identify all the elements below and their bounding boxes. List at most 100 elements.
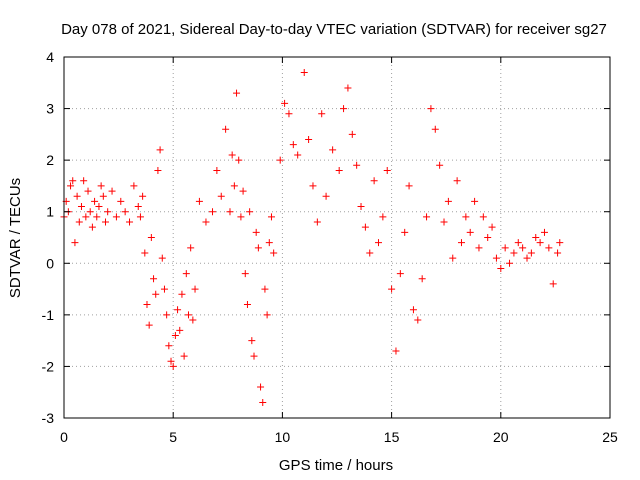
- y-tick-label: -2: [42, 358, 55, 374]
- data-point: [318, 110, 326, 118]
- data-point: [379, 213, 387, 221]
- data-point: [361, 223, 369, 231]
- data-point: [191, 285, 199, 293]
- data-point: [252, 228, 260, 236]
- grid-lines: [64, 57, 610, 418]
- data-point: [86, 208, 94, 216]
- data-point: [165, 342, 173, 350]
- data-point: [163, 311, 171, 319]
- data-point: [160, 285, 168, 293]
- data-point: [143, 301, 151, 309]
- data-point: [139, 192, 147, 200]
- data-point: [67, 182, 75, 190]
- data-point: [97, 182, 105, 190]
- data-point: [75, 218, 83, 226]
- data-point: [449, 254, 457, 262]
- data-point: [156, 146, 164, 154]
- data-point: [492, 254, 500, 262]
- y-tick-label: -3: [42, 410, 55, 426]
- data-point: [396, 270, 404, 278]
- data-point: [73, 192, 81, 200]
- x-tick-label: 25: [602, 429, 618, 445]
- data-point: [457, 239, 465, 247]
- data-point: [374, 239, 382, 247]
- plot-frame: [63, 56, 611, 419]
- data-points: [60, 68, 564, 407]
- data-point: [401, 228, 409, 236]
- x-tick-label: 10: [275, 429, 291, 445]
- data-point: [99, 192, 107, 200]
- data-point: [174, 306, 182, 314]
- data-point: [184, 311, 192, 319]
- data-point: [527, 249, 535, 257]
- data-point: [104, 208, 112, 216]
- data-point: [154, 166, 162, 174]
- data-point: [383, 166, 391, 174]
- data-point: [130, 182, 138, 190]
- data-point: [289, 141, 297, 149]
- data-point: [440, 218, 448, 226]
- data-point: [93, 213, 101, 221]
- y-tick-label: 4: [46, 49, 54, 65]
- data-point: [88, 223, 96, 231]
- data-point: [176, 326, 184, 334]
- data-point: [169, 362, 177, 370]
- data-point: [353, 161, 361, 169]
- data-point: [466, 228, 474, 236]
- x-tick-label: 15: [384, 429, 400, 445]
- data-point: [436, 161, 444, 169]
- data-point: [506, 259, 514, 267]
- data-point: [488, 223, 496, 231]
- data-point: [475, 244, 483, 252]
- data-point: [69, 177, 77, 185]
- data-point: [294, 151, 302, 159]
- data-point: [261, 285, 269, 293]
- y-tick-label: -1: [42, 307, 55, 323]
- data-point: [479, 213, 487, 221]
- data-point: [335, 166, 343, 174]
- data-point: [134, 203, 142, 211]
- data-point: [228, 151, 236, 159]
- data-point: [112, 213, 120, 221]
- data-point: [108, 187, 116, 195]
- data-point: [532, 234, 540, 241]
- data-point: [263, 311, 271, 319]
- data-point: [84, 187, 92, 195]
- data-point: [414, 316, 422, 324]
- data-point: [281, 99, 289, 107]
- data-point: [519, 244, 527, 252]
- x-tick-label: 0: [60, 429, 68, 445]
- data-point: [241, 270, 249, 278]
- data-point: [285, 110, 293, 118]
- data-point: [453, 177, 461, 185]
- data-point: [202, 218, 210, 226]
- data-point: [145, 321, 153, 329]
- y-tick-label: 1: [46, 204, 54, 220]
- data-point: [267, 213, 275, 221]
- data-point: [230, 182, 238, 190]
- data-point: [152, 290, 160, 298]
- data-point: [136, 213, 144, 221]
- data-point: [77, 203, 85, 211]
- data-point: [388, 285, 396, 293]
- data-point: [409, 306, 417, 314]
- data-point: [265, 239, 273, 247]
- data-point: [405, 182, 413, 190]
- data-point: [195, 197, 203, 205]
- x-axis-label: GPS time / hours: [279, 457, 393, 474]
- data-point: [117, 197, 125, 205]
- y-axis-ticks: -3 -2 -1 0 1 2 3 4: [42, 49, 610, 426]
- data-point: [209, 208, 217, 216]
- data-point: [235, 156, 243, 164]
- data-point: [431, 125, 439, 133]
- data-point: [217, 192, 225, 200]
- data-point: [243, 301, 251, 309]
- data-point: [556, 239, 564, 247]
- data-point: [501, 244, 509, 252]
- data-point: [444, 197, 452, 205]
- data-point: [357, 203, 365, 211]
- data-point: [91, 197, 99, 205]
- data-point: [259, 399, 267, 407]
- data-point: [95, 203, 103, 211]
